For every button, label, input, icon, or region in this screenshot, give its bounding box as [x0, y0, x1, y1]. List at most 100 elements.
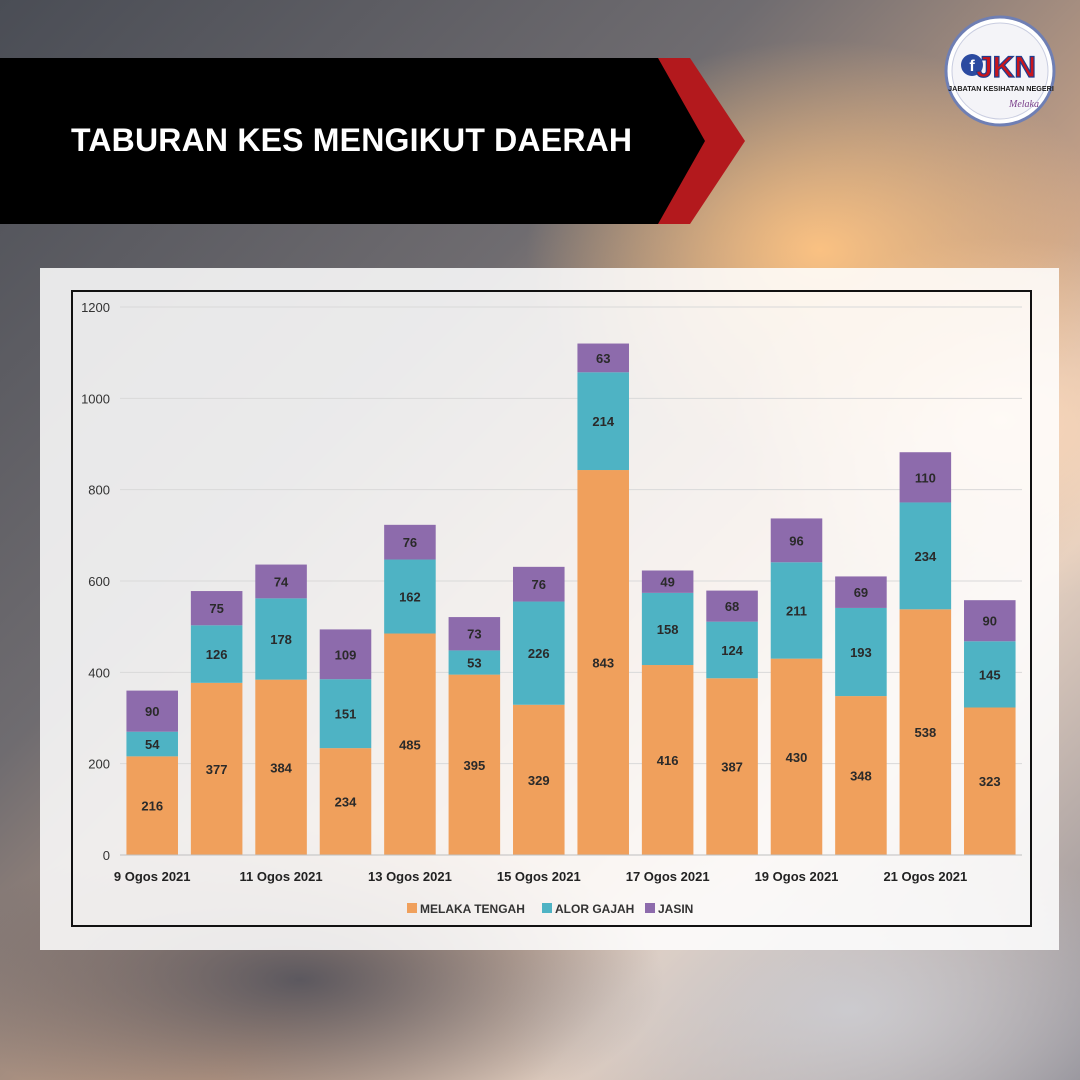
data-label: 226	[528, 646, 550, 661]
bar-segment	[641, 592, 694, 666]
y-tick-label: 200	[88, 757, 110, 772]
jkn-logo: f JKN JABATAN KESIHATAN NEGERI Melaka	[944, 15, 1056, 127]
svg-text:f: f	[969, 58, 975, 75]
x-tick-label: 13 Ogos 2021	[368, 869, 452, 884]
bar-segment	[319, 679, 372, 749]
bar-segment	[899, 452, 952, 503]
legend-swatch	[407, 903, 417, 913]
bar-segment	[770, 658, 823, 855]
x-tick-label: 11 Ogos 2021	[240, 869, 323, 884]
bar-segment	[964, 641, 1016, 708]
data-label: 110	[915, 470, 936, 485]
bar-segment	[770, 562, 823, 659]
bar-segment	[770, 518, 823, 563]
bar-segment	[255, 598, 307, 680]
page-title: TABURAN KES MENGIKUT DAERAH	[71, 122, 633, 158]
legend-swatch	[645, 903, 655, 913]
data-label: 234	[915, 549, 937, 564]
data-label: 96	[789, 533, 803, 548]
bar-segment	[126, 690, 178, 732]
legend-label: JASIN	[658, 902, 693, 916]
bar-segment	[577, 470, 629, 855]
data-label: 430	[786, 750, 808, 765]
data-label: 126	[206, 647, 228, 662]
data-label: 348	[850, 769, 872, 784]
y-tick-label: 600	[88, 574, 110, 589]
data-label: 75	[209, 601, 223, 616]
data-label: 538	[915, 725, 937, 740]
legend-label: MELAKA TENGAH	[420, 902, 525, 916]
data-label: 73	[467, 627, 481, 642]
x-tick-label: 15 Ogos 2021	[497, 869, 581, 884]
data-label: 145	[979, 667, 1001, 682]
bar-segment	[255, 564, 307, 599]
bar-segment	[835, 696, 887, 855]
data-label: 384	[270, 760, 292, 775]
bar-segment	[835, 607, 887, 697]
y-tick-label: 1200	[81, 300, 110, 315]
bar-segment	[577, 343, 629, 373]
bar-segment	[641, 570, 694, 593]
y-tick-label: 800	[88, 483, 110, 498]
data-label: 76	[403, 535, 417, 550]
data-label: 90	[145, 704, 159, 719]
y-tick-label: 400	[88, 665, 110, 680]
bar-segment	[513, 704, 565, 855]
bar-segment	[319, 748, 372, 855]
bar-segment	[190, 591, 243, 626]
legend-swatch	[542, 903, 552, 913]
data-label: 74	[274, 574, 289, 589]
y-tick-label: 0	[103, 848, 110, 863]
bar-segment	[513, 601, 565, 705]
bar-segment	[899, 502, 952, 610]
banner-body	[0, 58, 705, 224]
data-label: 211	[786, 603, 807, 618]
data-label: 395	[464, 758, 486, 773]
legend-label: ALOR GAJAH	[555, 902, 634, 916]
data-label: 90	[983, 614, 997, 629]
banner-shape	[0, 58, 745, 224]
svg-text:JABATAN KESIHATAN NEGERI: JABATAN KESIHATAN NEGERI	[948, 84, 1054, 93]
y-tick-label: 1000	[81, 391, 110, 406]
data-label: 387	[721, 760, 743, 775]
svg-text:JKN: JKN	[976, 51, 1036, 84]
data-label: 49	[660, 575, 674, 590]
data-label: 53	[467, 656, 481, 671]
data-label: 234	[335, 795, 357, 810]
bar-segment	[126, 756, 178, 855]
data-label: 416	[657, 753, 679, 768]
data-label: 214	[592, 414, 614, 429]
data-label: 162	[399, 590, 421, 605]
bar-segment	[513, 566, 565, 602]
bar-segment	[964, 707, 1016, 855]
facebook-icon	[961, 54, 983, 76]
bar-segment	[641, 665, 694, 855]
data-label: 151	[335, 707, 357, 722]
data-label: 76	[532, 577, 546, 592]
bar-segment	[190, 682, 243, 855]
x-tick-label: 19 Ogos 2021	[755, 869, 839, 884]
x-tick-label: 9 Ogos 2021	[114, 869, 191, 884]
data-label: 485	[399, 737, 421, 752]
bar-segment	[126, 731, 178, 757]
data-label: 178	[270, 632, 292, 647]
bar-segment	[448, 650, 501, 675]
data-label: 54	[145, 737, 160, 752]
bar-segment	[706, 678, 758, 855]
data-label: 323	[979, 774, 1001, 789]
data-label: 193	[850, 645, 872, 660]
bar-segment	[190, 625, 243, 683]
data-label: 68	[725, 599, 739, 614]
data-label: 69	[854, 585, 868, 600]
bar-segment	[899, 609, 952, 855]
bar-segment	[384, 559, 436, 634]
bar-segment	[964, 600, 1016, 642]
data-label: 158	[657, 622, 679, 637]
svg-text:Melaka: Melaka	[1008, 99, 1039, 110]
x-tick-label: 21 Ogos 2021	[883, 869, 967, 884]
bar-segment	[448, 617, 501, 651]
data-label: 63	[596, 351, 610, 366]
data-label: 124	[721, 643, 743, 658]
bar-segment	[255, 679, 307, 855]
